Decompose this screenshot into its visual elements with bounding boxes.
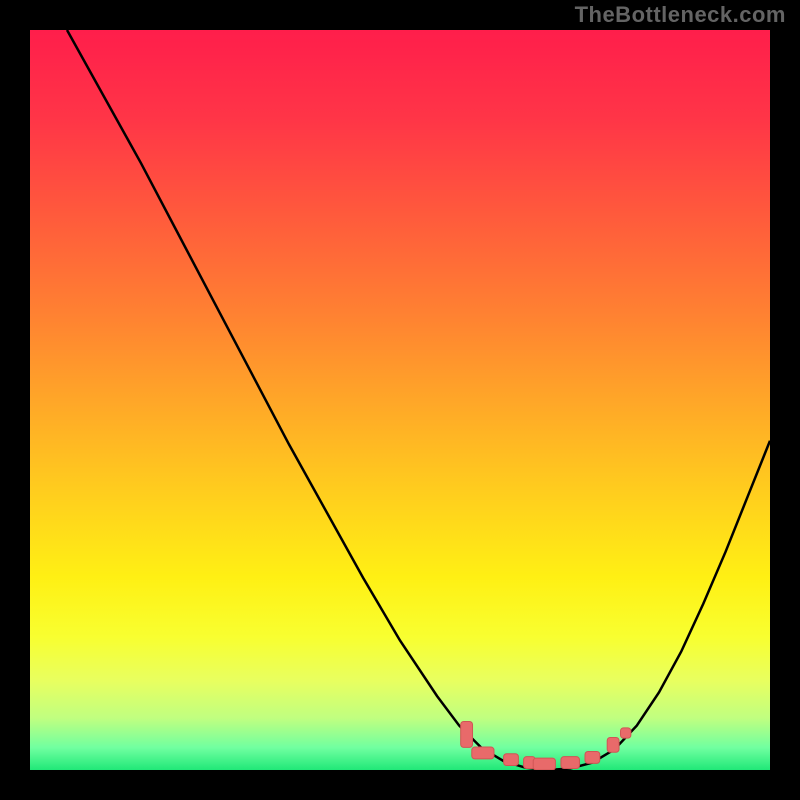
marker xyxy=(561,757,580,769)
chart-svg xyxy=(30,30,770,770)
watermark-text: TheBottleneck.com xyxy=(575,2,786,28)
chart-area xyxy=(30,30,770,770)
gradient-background xyxy=(30,30,770,770)
marker xyxy=(533,758,555,770)
marker xyxy=(472,747,494,759)
marker xyxy=(461,722,473,748)
marker xyxy=(504,754,519,766)
marker xyxy=(621,728,631,738)
marker xyxy=(607,737,619,752)
marker xyxy=(585,752,600,764)
